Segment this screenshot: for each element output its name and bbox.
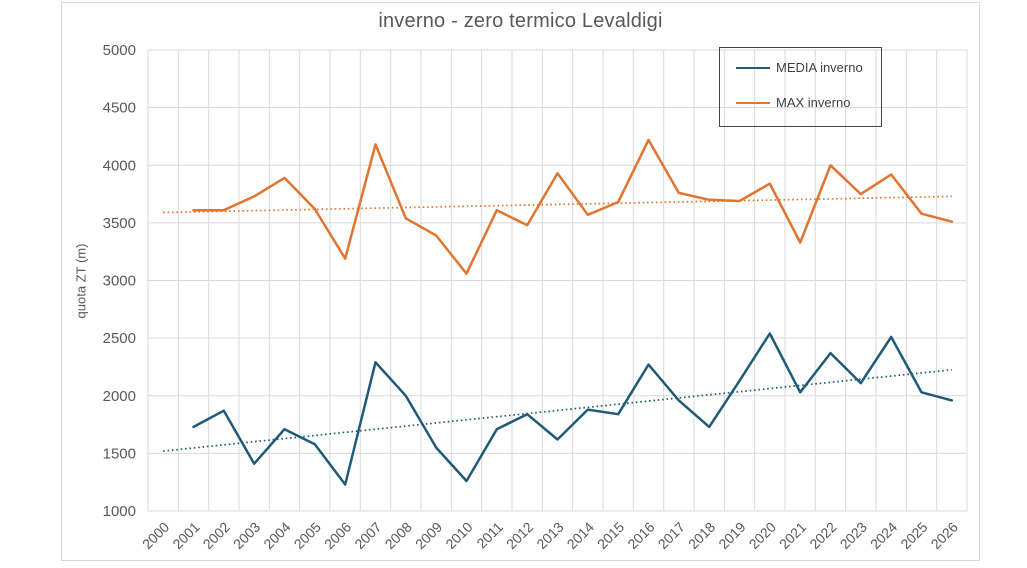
chart-title: inverno - zero termico Levaldigi <box>378 10 663 32</box>
y-tick-label: 4500 <box>103 100 136 117</box>
y-tick-label: 3000 <box>103 273 136 290</box>
x-tick-label: 2015 <box>594 519 627 552</box>
legend-label-media: MEDIA inverno <box>776 60 863 75</box>
x-tick-label: 2006 <box>321 519 354 552</box>
x-tick-label: 2011 <box>473 519 506 552</box>
x-tick-label: 2000 <box>139 519 172 552</box>
x-tick-label: 2010 <box>442 519 475 552</box>
series-line-max-inverno <box>192 138 954 275</box>
x-tick-label: 2008 <box>382 519 415 552</box>
y-tick-label: 1000 <box>103 503 136 520</box>
x-tick-label: 2003 <box>230 519 263 552</box>
legend-item-media: MEDIA inverno <box>736 60 871 75</box>
y-tick-label: 4000 <box>103 157 136 174</box>
x-tick-label: 2012 <box>503 519 536 552</box>
chart-area: inverno - zero termico Levaldigi quota Z… <box>61 2 980 561</box>
x-tick-label: 2019 <box>715 519 748 552</box>
legend-swatch-max <box>736 101 770 104</box>
x-tick-label: 2026 <box>928 519 961 552</box>
x-tick-label: 2020 <box>746 519 779 552</box>
x-tick-label: 2018 <box>685 519 718 552</box>
x-tick-label: 2023 <box>837 519 870 552</box>
y-tick-label: 5000 <box>103 42 136 59</box>
trendline-media-inverno-trend <box>163 368 952 452</box>
x-tick-label: 2005 <box>291 519 324 552</box>
x-tick-label: 2017 <box>655 519 688 552</box>
legend-label-max: MAX inverno <box>776 95 851 110</box>
x-tick-label: 2007 <box>351 519 384 552</box>
legend-item-max: MAX inverno <box>736 95 871 110</box>
y-tick-label: 2000 <box>103 388 136 405</box>
x-tick-label: 2016 <box>624 519 657 552</box>
x-tick-label: 2014 <box>564 519 597 552</box>
legend-swatch-media <box>736 66 770 69</box>
x-tick-label: 2024 <box>867 519 900 552</box>
x-tick-label: 2001 <box>169 519 202 552</box>
x-tick-label: 2022 <box>806 519 839 552</box>
x-tick-label: 2013 <box>533 519 566 552</box>
trendline-max-inverno-trend <box>163 195 952 214</box>
y-tick-label: 1500 <box>103 445 136 462</box>
x-tick-label: 2021 <box>776 519 809 552</box>
x-tick-label: 2004 <box>260 519 293 552</box>
x-tick-label: 2002 <box>200 519 233 552</box>
series-line-media-inverno <box>192 332 954 486</box>
legend: MEDIA inverno MAX inverno <box>719 47 882 127</box>
x-tick-label: 2025 <box>897 519 930 552</box>
x-tick-label: 2009 <box>412 519 445 552</box>
y-tick-label: 2500 <box>103 330 136 347</box>
y-tick-label: 3500 <box>103 215 136 232</box>
